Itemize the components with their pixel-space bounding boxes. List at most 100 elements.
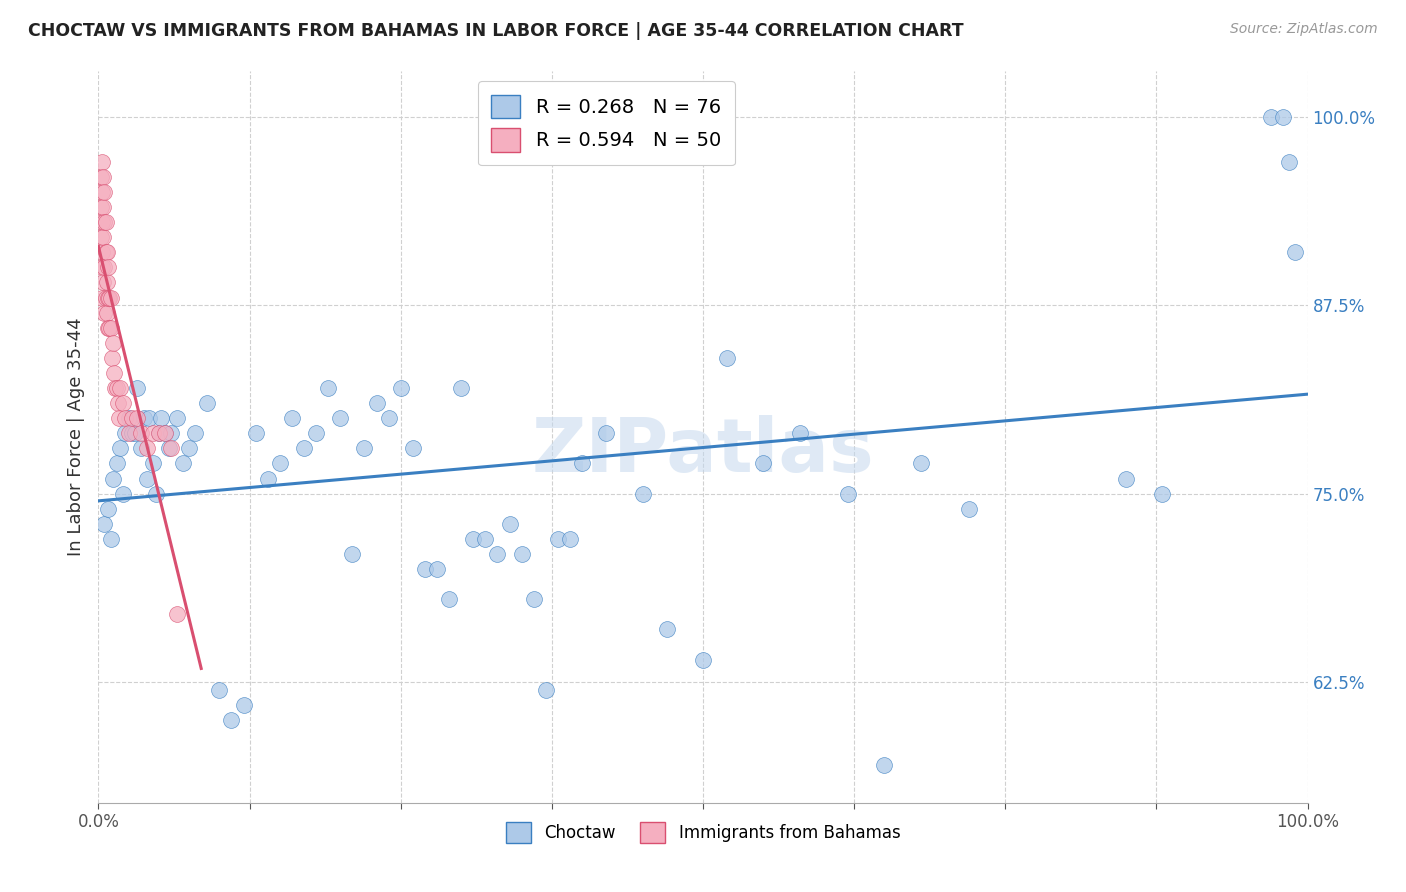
Point [450, 381, 472, 395]
Point [1272, 110, 1295, 124]
Point [97, 501, 120, 516]
Point [534, 682, 557, 697]
Point [121, 411, 143, 425]
Point [157, 442, 180, 456]
Point [474, 532, 496, 546]
Y-axis label: In Labor Force | Age 35-44: In Labor Force | Age 35-44 [66, 318, 84, 557]
Point [91, 169, 114, 184]
Point [166, 411, 188, 425]
Point [366, 396, 388, 410]
Point [179, 442, 201, 456]
Point [486, 547, 509, 561]
Point [98, 291, 121, 305]
Point [281, 411, 304, 425]
Point [595, 426, 617, 441]
Point [523, 592, 546, 607]
Point [104, 381, 127, 395]
Point [97, 291, 120, 305]
Point [118, 426, 141, 441]
Point [256, 471, 278, 485]
Point [114, 426, 136, 441]
Point [910, 457, 932, 471]
Point [1260, 110, 1282, 124]
Text: ZIPatlas: ZIPatlas [531, 415, 875, 488]
Point [153, 426, 176, 441]
Point [377, 411, 399, 425]
Point [108, 381, 131, 395]
Point [558, 532, 581, 546]
Point [103, 366, 125, 380]
Legend: Choctaw, Immigrants from Bahamas: Choctaw, Immigrants from Bahamas [499, 815, 907, 849]
Point [91, 154, 114, 169]
Point [96, 276, 118, 290]
Point [221, 713, 243, 727]
Point [93, 215, 115, 229]
Point [232, 698, 254, 712]
Point [269, 457, 291, 471]
Point [873, 758, 896, 772]
Point [208, 682, 231, 697]
Point [94, 245, 117, 260]
Point [160, 442, 183, 456]
Point [655, 623, 678, 637]
Point [127, 411, 149, 425]
Point [91, 245, 114, 260]
Point [716, 351, 738, 365]
Point [692, 652, 714, 666]
Point [127, 381, 149, 395]
Point [1115, 471, 1137, 485]
Point [108, 442, 131, 456]
Point [145, 486, 167, 500]
Point [97, 260, 120, 275]
Point [1278, 154, 1301, 169]
Point [93, 516, 115, 531]
Point [121, 426, 143, 441]
Point [1284, 245, 1306, 260]
Point [98, 320, 121, 334]
Point [245, 426, 267, 441]
Point [124, 426, 146, 441]
Point [91, 215, 114, 229]
Point [118, 411, 141, 425]
Point [129, 426, 152, 441]
Point [172, 457, 194, 471]
Point [160, 426, 183, 441]
Point [91, 230, 114, 244]
Point [90, 169, 112, 184]
Point [91, 276, 114, 290]
Point [91, 185, 114, 199]
Point [94, 291, 117, 305]
Point [631, 486, 654, 500]
Point [148, 426, 170, 441]
Point [389, 381, 412, 395]
Point [101, 471, 124, 485]
Point [100, 291, 122, 305]
Point [100, 532, 122, 546]
Point [105, 381, 128, 395]
Point [353, 442, 375, 456]
Point [547, 532, 569, 546]
Point [837, 486, 859, 500]
Point [463, 532, 485, 546]
Point [135, 442, 157, 456]
Point [91, 291, 114, 305]
Point [571, 457, 593, 471]
Point [93, 306, 115, 320]
Point [789, 426, 811, 441]
Point [91, 200, 114, 214]
Point [138, 411, 160, 425]
Point [97, 320, 120, 334]
Point [195, 396, 218, 410]
Point [100, 351, 122, 365]
Point [108, 411, 131, 425]
Point [342, 547, 364, 561]
Point [184, 426, 207, 441]
Point [107, 396, 129, 410]
Point [90, 230, 112, 244]
Point [111, 396, 134, 410]
Point [94, 215, 117, 229]
Point [329, 411, 352, 425]
Point [305, 426, 328, 441]
Point [752, 457, 775, 471]
Point [498, 516, 520, 531]
